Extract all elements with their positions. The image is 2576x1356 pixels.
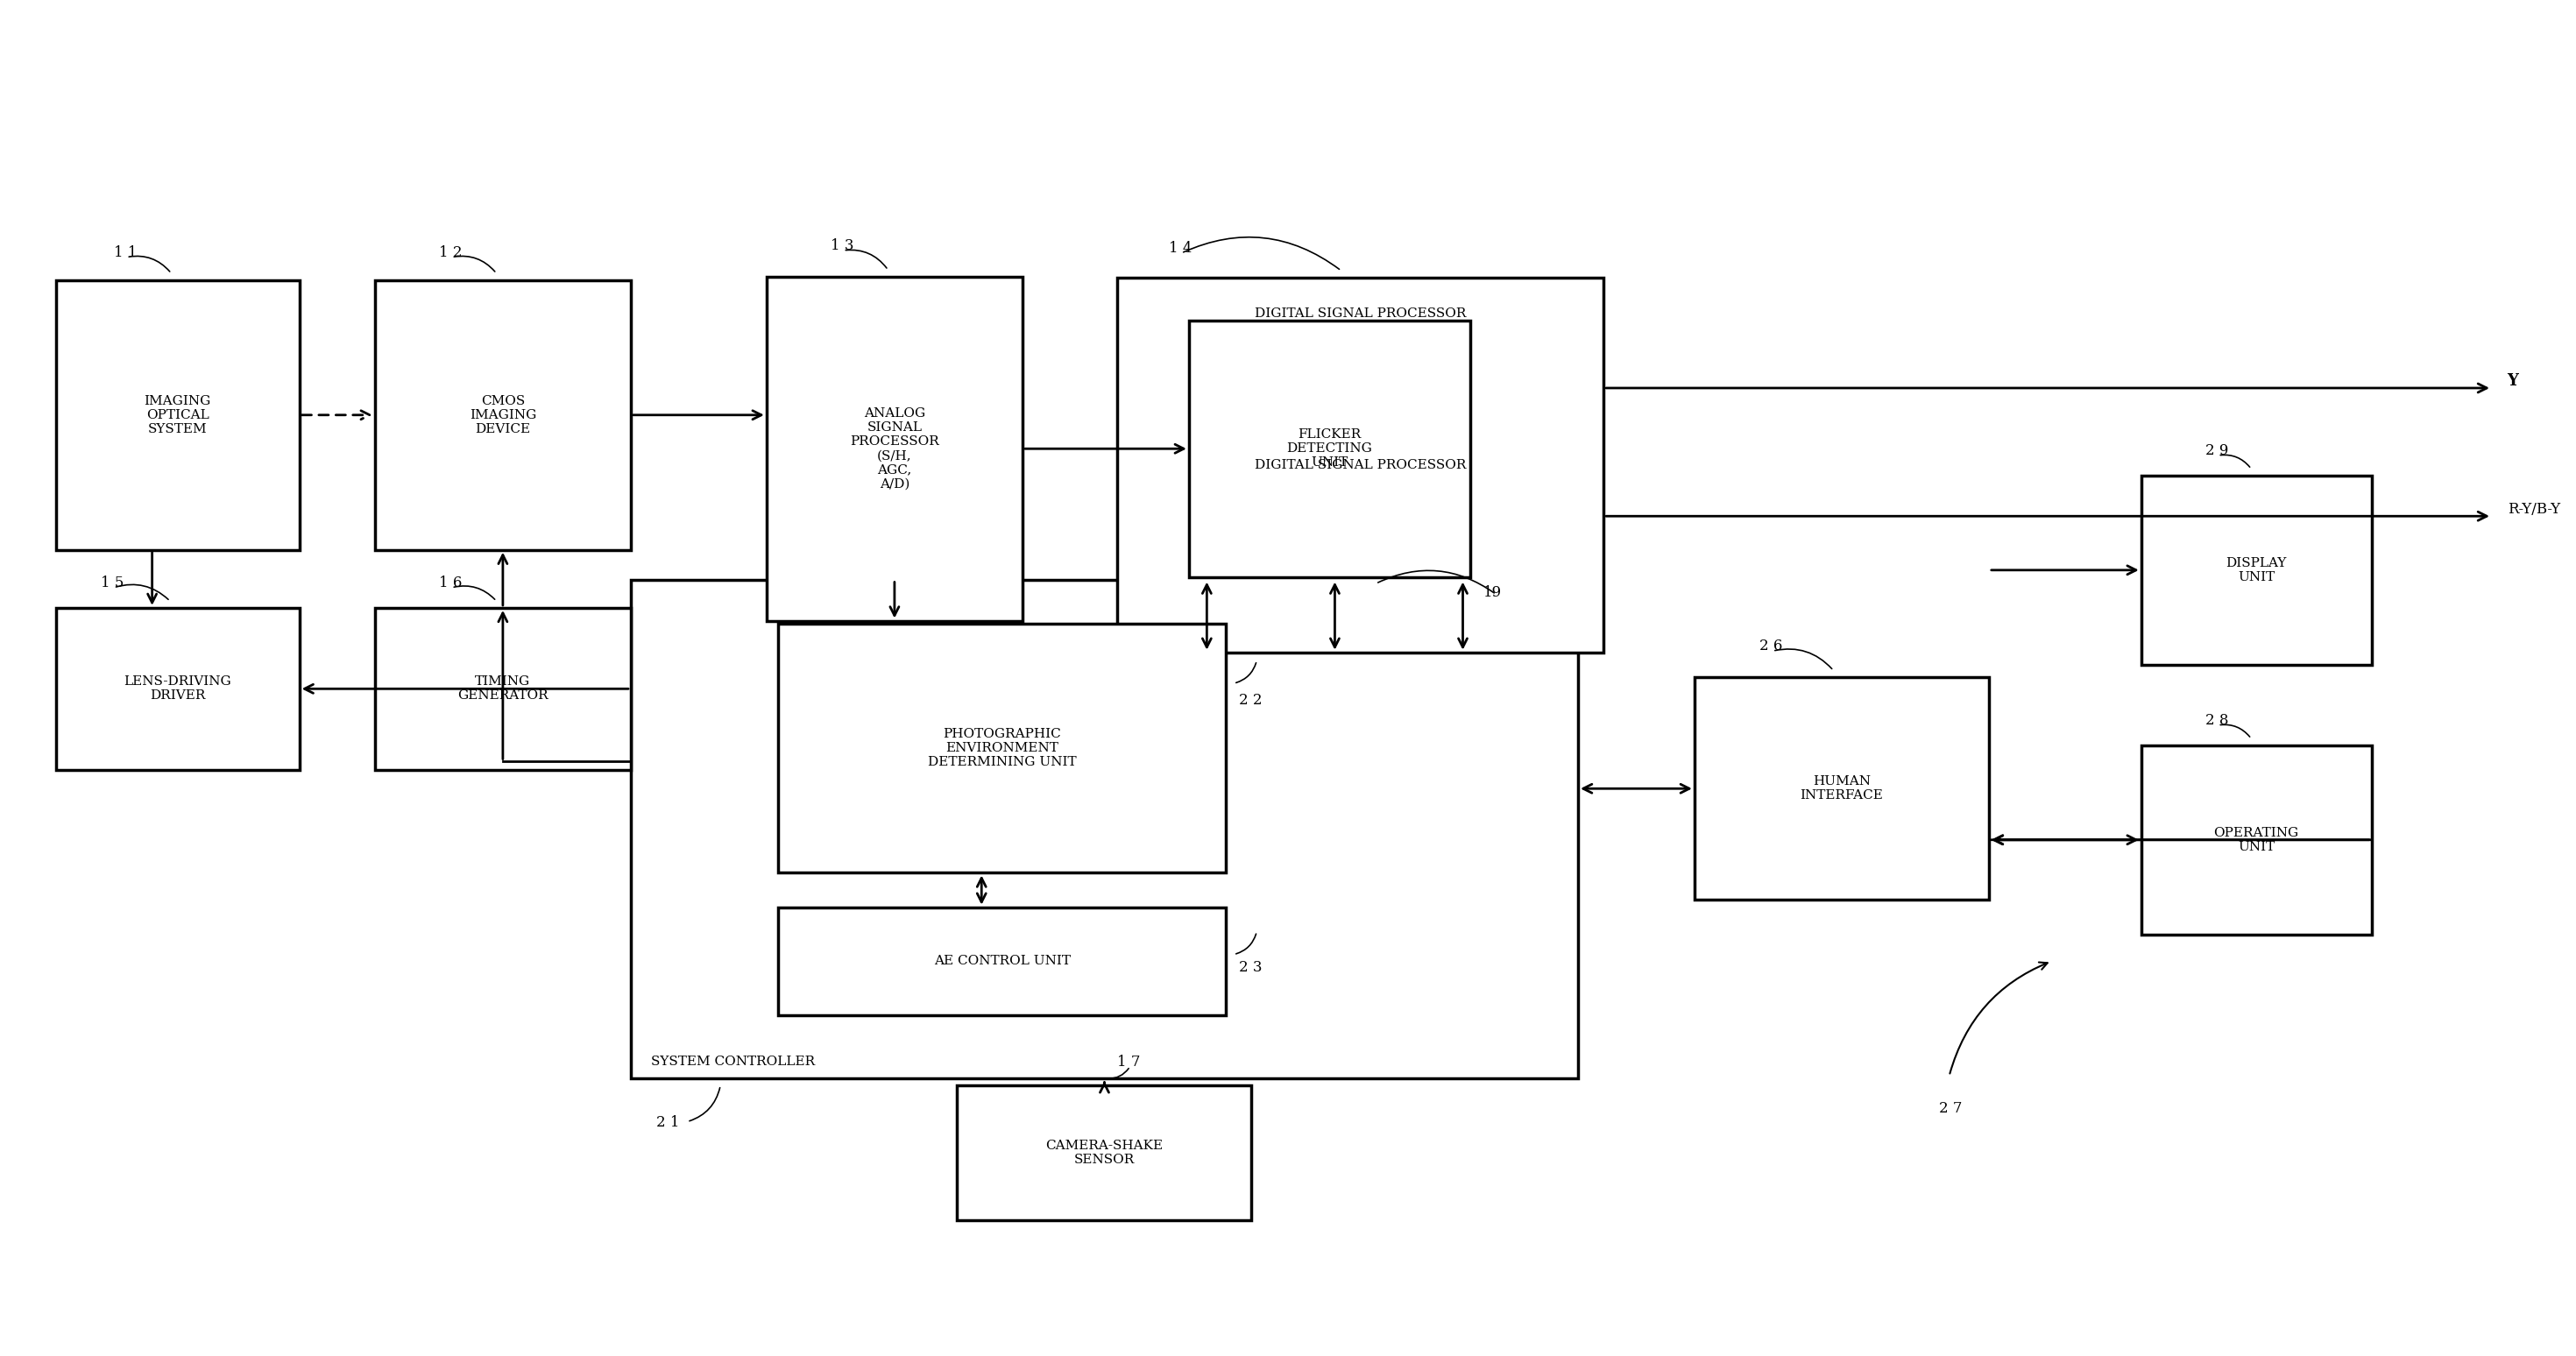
FancyBboxPatch shape bbox=[376, 607, 631, 770]
Text: 1 6: 1 6 bbox=[438, 575, 461, 590]
FancyBboxPatch shape bbox=[778, 907, 1226, 1016]
Text: Y: Y bbox=[2506, 373, 2519, 389]
Text: 1 1: 1 1 bbox=[113, 245, 137, 260]
Text: LENS-DRIVING
DRIVER: LENS-DRIVING DRIVER bbox=[124, 675, 232, 702]
Text: 2 8: 2 8 bbox=[2205, 713, 2228, 728]
FancyBboxPatch shape bbox=[768, 277, 1023, 621]
Text: 2 7: 2 7 bbox=[1940, 1101, 1963, 1116]
Text: CAMERA-SHAKE
SENSOR: CAMERA-SHAKE SENSOR bbox=[1046, 1139, 1164, 1166]
FancyBboxPatch shape bbox=[1190, 320, 1471, 576]
Text: 1 4: 1 4 bbox=[1170, 241, 1193, 256]
Text: IMAGING
OPTICAL
SYSTEM: IMAGING OPTICAL SYSTEM bbox=[144, 395, 211, 435]
Text: DIGITAL SIGNAL PROCESSOR: DIGITAL SIGNAL PROCESSOR bbox=[1255, 458, 1466, 471]
Text: TIMING
GENERATOR: TIMING GENERATOR bbox=[459, 675, 549, 702]
Text: 19: 19 bbox=[1484, 584, 1502, 599]
Text: 2 1: 2 1 bbox=[657, 1115, 680, 1130]
Text: DISPLAY
UNIT: DISPLAY UNIT bbox=[2226, 557, 2287, 583]
FancyBboxPatch shape bbox=[57, 281, 299, 551]
FancyBboxPatch shape bbox=[1118, 278, 1605, 652]
FancyBboxPatch shape bbox=[778, 624, 1226, 873]
Text: FLICKER
DETECTING
UNIT: FLICKER DETECTING UNIT bbox=[1288, 428, 1373, 469]
Text: OPERATING
UNIT: OPERATING UNIT bbox=[2213, 827, 2298, 853]
Text: DIGITAL SIGNAL PROCESSOR: DIGITAL SIGNAL PROCESSOR bbox=[1255, 306, 1466, 320]
Text: 2 3: 2 3 bbox=[1239, 960, 1262, 975]
Text: 1 7: 1 7 bbox=[1118, 1054, 1141, 1069]
Text: 1 2: 1 2 bbox=[438, 245, 461, 260]
FancyBboxPatch shape bbox=[958, 1085, 1252, 1220]
FancyBboxPatch shape bbox=[57, 607, 299, 770]
Text: 2 9: 2 9 bbox=[2205, 443, 2228, 458]
FancyBboxPatch shape bbox=[376, 281, 631, 551]
Text: SYSTEM CONTROLLER: SYSTEM CONTROLLER bbox=[652, 1055, 814, 1067]
Text: CMOS
IMAGING
DEVICE: CMOS IMAGING DEVICE bbox=[469, 395, 536, 435]
Text: 2 6: 2 6 bbox=[1759, 639, 1783, 654]
Text: 1 3: 1 3 bbox=[829, 239, 853, 254]
Text: HUMAN
INTERFACE: HUMAN INTERFACE bbox=[1801, 776, 1883, 801]
Text: ANALOG
SIGNAL
PROCESSOR
(S/H,
AGC,
A/D): ANALOG SIGNAL PROCESSOR (S/H, AGC, A/D) bbox=[850, 407, 940, 491]
Text: PHOTOGRAPHIC
ENVIRONMENT
DETERMINING UNIT: PHOTOGRAPHIC ENVIRONMENT DETERMINING UNI… bbox=[927, 728, 1077, 769]
Text: 1 5: 1 5 bbox=[100, 575, 124, 590]
Text: R-Y/B-Y: R-Y/B-Y bbox=[2506, 502, 2561, 517]
Text: 2 2: 2 2 bbox=[1239, 693, 1262, 708]
FancyBboxPatch shape bbox=[1695, 678, 1989, 900]
FancyBboxPatch shape bbox=[2141, 476, 2372, 664]
Text: AE CONTROL UNIT: AE CONTROL UNIT bbox=[933, 955, 1072, 967]
FancyBboxPatch shape bbox=[2141, 746, 2372, 934]
